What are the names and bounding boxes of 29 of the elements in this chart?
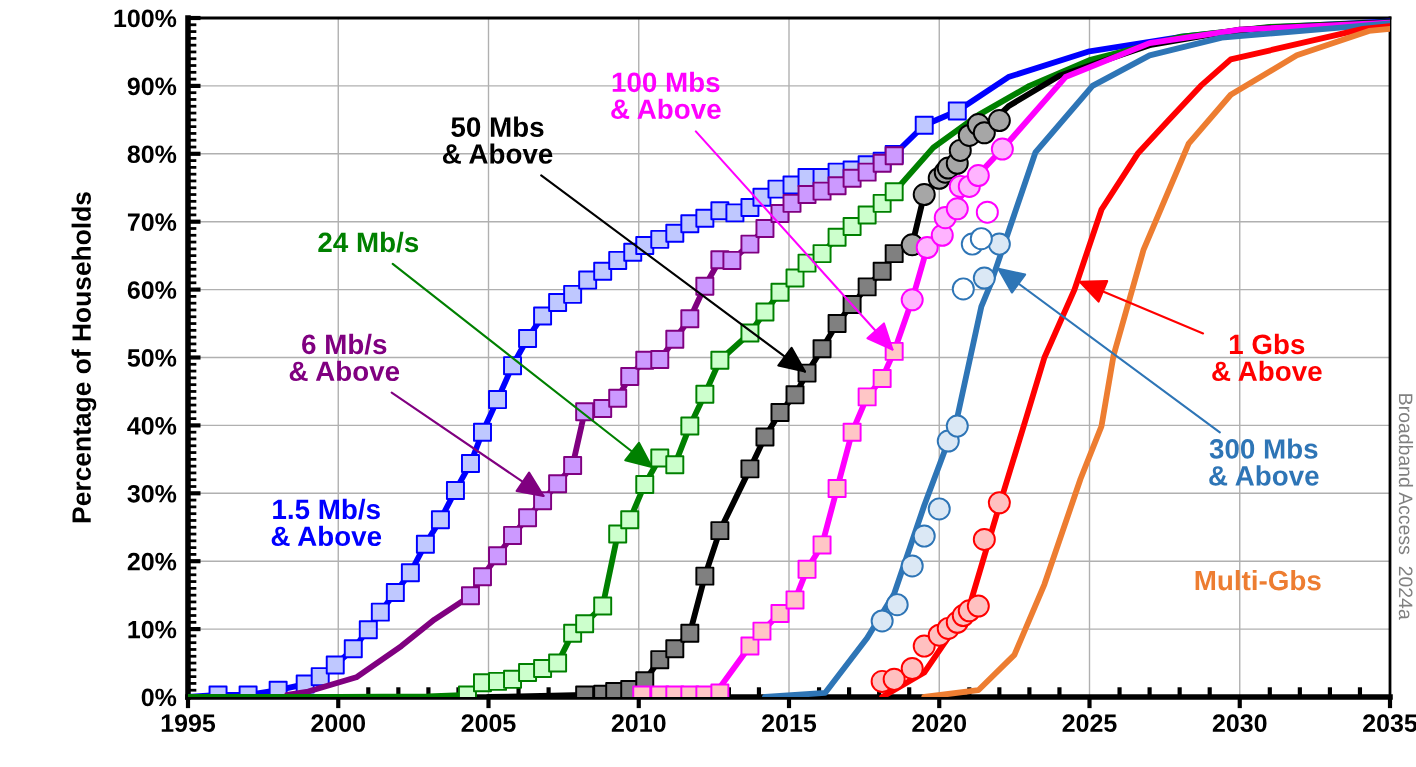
x-tick-label: 1995 xyxy=(161,714,216,733)
text: Multi-Gbs xyxy=(1195,569,1321,591)
y-tick-label: 60% xyxy=(127,281,177,299)
x-tick-label: 2015 xyxy=(762,714,817,733)
series-label: 1.5 Mb/s & Above xyxy=(271,498,382,547)
text: 300 Mbs & Above xyxy=(1209,438,1319,486)
y-tick-label: 70% xyxy=(127,213,177,231)
x-tick-label: 2010 xyxy=(611,714,666,733)
text: 1 Gbs & Above xyxy=(1212,333,1322,382)
x-tick-label: 2000 xyxy=(311,714,366,733)
text: Broadband Access 2024a xyxy=(1398,394,1414,620)
x-tick-label: 2030 xyxy=(1212,714,1267,733)
y-tick-label: 30% xyxy=(127,484,177,503)
x-tick-label: 2020 xyxy=(912,714,967,733)
text: 24 Mb/s xyxy=(318,231,419,253)
y-tick-label: 90% xyxy=(127,77,177,96)
y-tick-label: 40% xyxy=(127,417,177,435)
y-tick-label: 10% xyxy=(128,620,177,639)
y-tick-label: 0% xyxy=(141,688,177,707)
y-tick-label: 20% xyxy=(127,552,177,571)
text: 100 Mbs & Above xyxy=(611,71,721,120)
y-tick-label: 50% xyxy=(127,349,177,367)
text: 50 Mbs & Above xyxy=(442,116,553,164)
x-tick-label: 2005 xyxy=(461,714,516,733)
y-axis-title: Percentage of Households xyxy=(71,192,97,523)
text: 6 Mb/s & Above xyxy=(289,333,400,382)
y-tick-label: 80% xyxy=(127,145,177,164)
y-tick-label: 100% xyxy=(114,9,177,28)
x-tick-label: 2025 xyxy=(1062,714,1117,733)
